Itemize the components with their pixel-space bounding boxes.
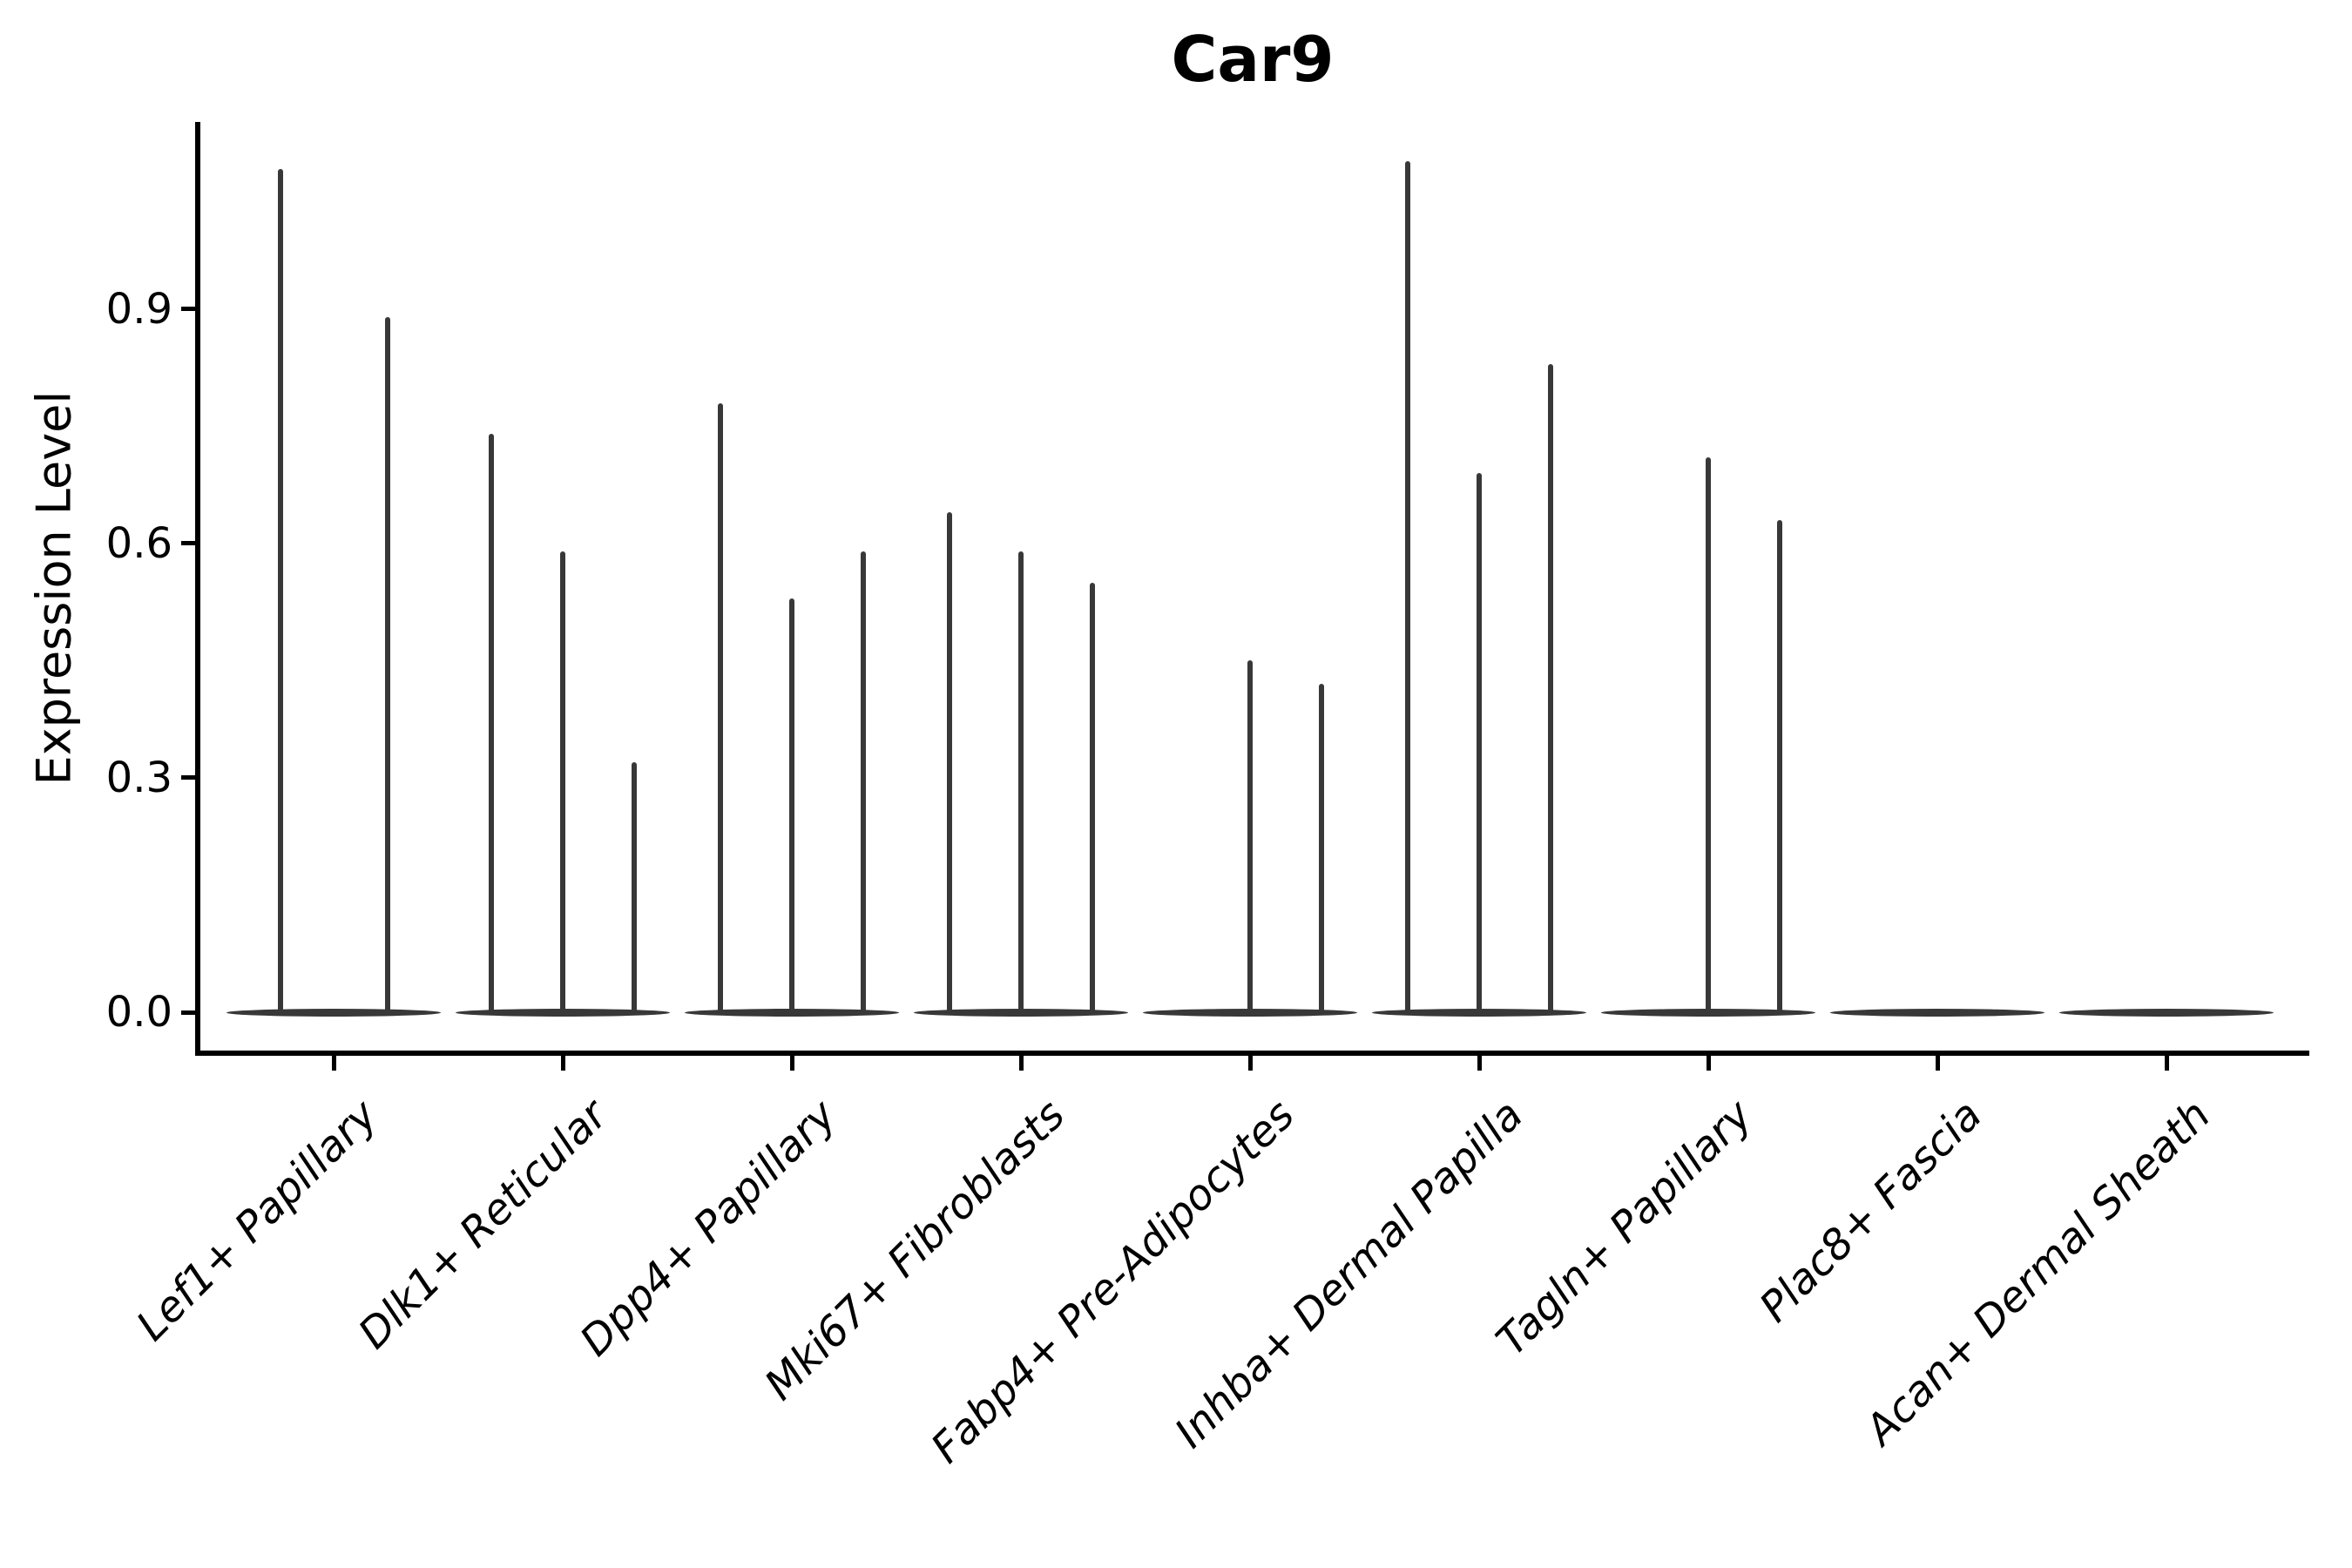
x-tick xyxy=(1706,1056,1711,1071)
x-tick-label: Lef1+ Papillary xyxy=(127,1091,388,1351)
violin-spike xyxy=(1090,582,1095,1014)
violin-spike xyxy=(789,598,794,1014)
violin-spike xyxy=(1319,684,1324,1014)
chart-title: Car9 xyxy=(1171,23,1335,96)
violin-spike xyxy=(1477,473,1482,1014)
y-tick xyxy=(181,775,195,781)
x-tick xyxy=(331,1056,336,1071)
violin-spike xyxy=(947,512,952,1014)
violin-spike xyxy=(1247,660,1253,1014)
x-tick xyxy=(789,1056,794,1071)
violin-baseline xyxy=(2059,1008,2274,1017)
x-tick xyxy=(560,1056,565,1071)
x-tick-label: Dlk1+ Reticular xyxy=(348,1091,617,1359)
violin-baseline xyxy=(1830,1008,2044,1017)
violin-spike xyxy=(489,434,494,1014)
violin-spike xyxy=(1018,551,1024,1014)
x-axis-line xyxy=(195,1051,2309,1056)
violin-spike xyxy=(718,402,723,1014)
y-tick-label: 0.3 xyxy=(105,753,172,802)
violin-spike xyxy=(384,316,390,1014)
x-tick xyxy=(1247,1056,1253,1071)
violin-spike xyxy=(1706,457,1711,1014)
x-tick xyxy=(1935,1056,1940,1071)
violin-spike xyxy=(632,762,637,1014)
x-tick xyxy=(1477,1056,1482,1071)
violin-spike xyxy=(1777,520,1782,1014)
violin-spike xyxy=(277,168,283,1014)
x-tick-label: Tagln+ Papillary xyxy=(1487,1091,1762,1366)
y-tick xyxy=(181,1010,195,1015)
violin-spike xyxy=(1405,160,1410,1014)
x-tick-label: Dpp4+ Papillary xyxy=(571,1091,846,1366)
y-tick xyxy=(181,541,195,546)
y-tick-label: 0.6 xyxy=(105,518,172,568)
x-tick-label: Plac8+ Fascia xyxy=(1749,1091,1991,1332)
y-tick xyxy=(181,307,195,312)
y-axis-line xyxy=(195,122,200,1056)
x-tick-label: Fabp4+ Pre-Adipocytes xyxy=(922,1091,1304,1473)
violin-spike xyxy=(560,551,565,1014)
x-tick xyxy=(2164,1056,2169,1071)
y-axis-label: Expression Level xyxy=(26,390,82,786)
violin-baseline xyxy=(226,1008,441,1017)
violin-spike xyxy=(861,551,866,1014)
y-tick-label: 0.9 xyxy=(105,284,172,334)
violin-spike xyxy=(1548,363,1553,1014)
x-tick xyxy=(1018,1056,1024,1071)
y-tick-label: 0.0 xyxy=(105,988,172,1037)
